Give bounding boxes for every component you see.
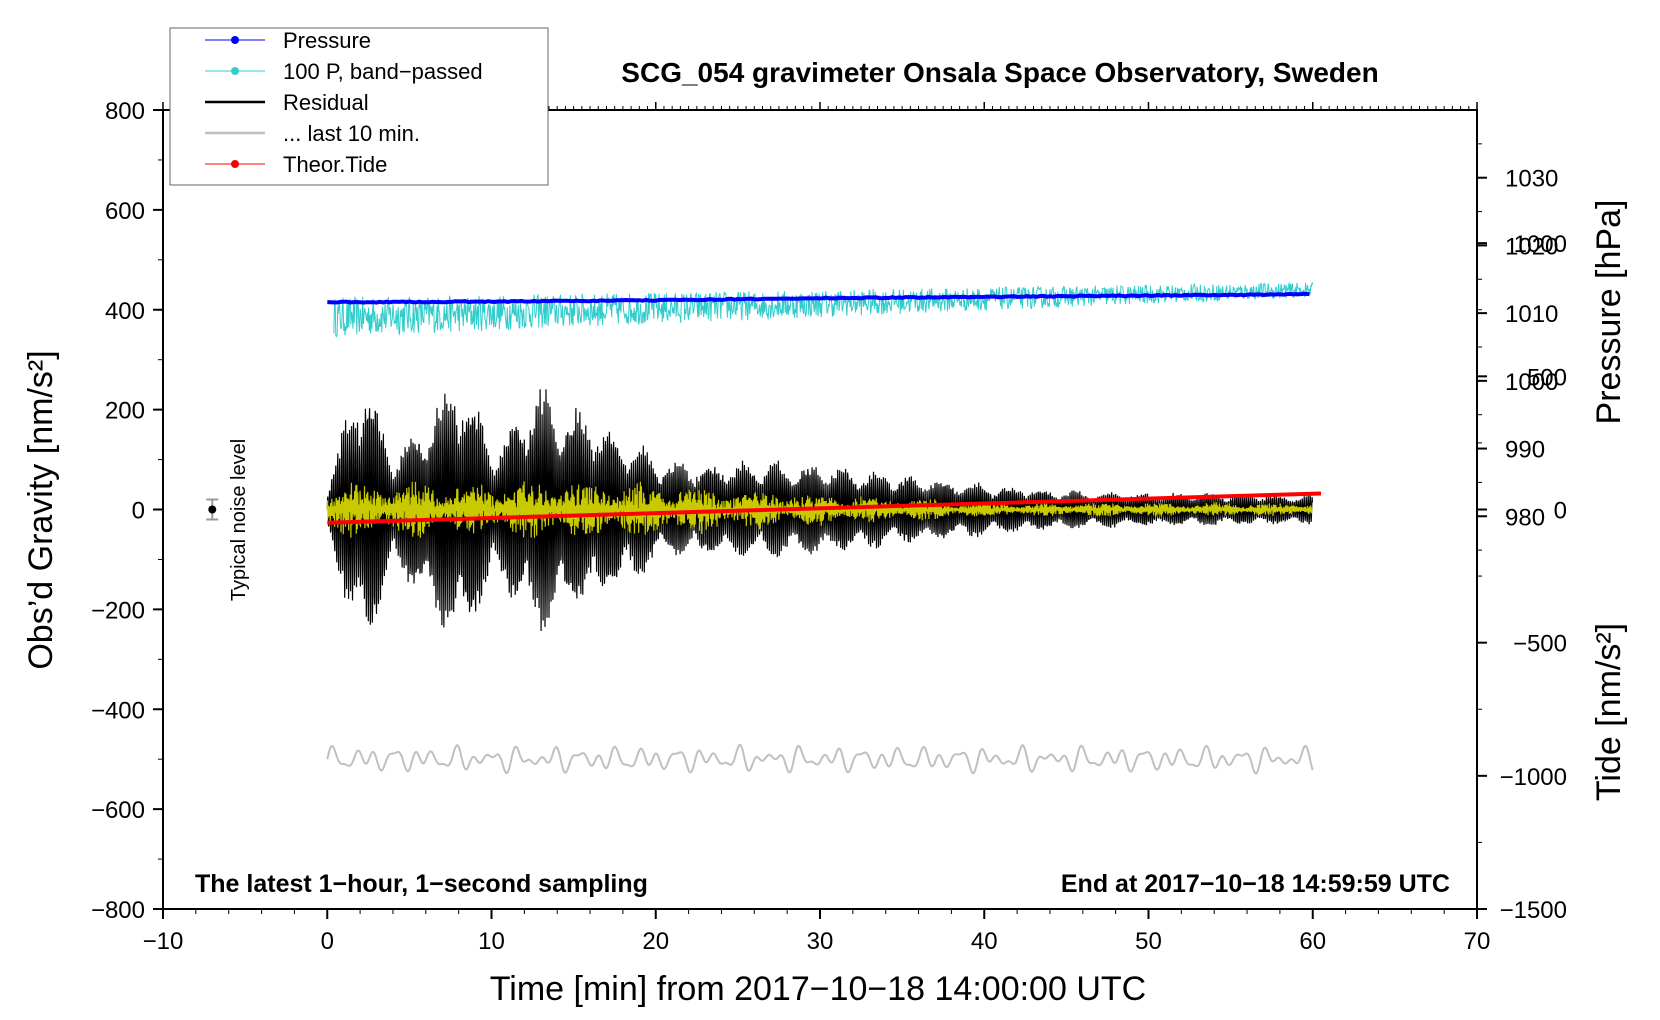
x-tick-label: 50	[1135, 928, 1162, 955]
series-layer	[326, 282, 1322, 775]
tide-tick-label: −500	[1513, 631, 1567, 658]
pressure-tick-label: 1020	[1505, 233, 1558, 260]
x-axis-title: Time [min] from 2017−10−18 14:00:00 UTC	[490, 970, 1146, 1008]
x-tick-label: −10	[143, 928, 184, 955]
sampling-note: The latest 1−hour, 1−second sampling	[195, 870, 648, 898]
y-tick-label: −800	[91, 897, 145, 924]
tide-tick-label: 500	[1527, 364, 1567, 391]
x-tick-label: 30	[807, 928, 834, 955]
y-tick-label: −200	[91, 597, 145, 624]
series-band-passed-pressure	[333, 282, 1314, 338]
legend-marker	[231, 160, 239, 168]
y-axis-title-tide: Tide [nm/s²]	[1590, 623, 1628, 801]
x-tick-label: 20	[642, 928, 669, 955]
noise-point	[208, 505, 217, 514]
legend-label: Pressure	[283, 28, 371, 53]
x-tick-label: 40	[971, 928, 998, 955]
pressure-tick-label: 990	[1505, 437, 1545, 464]
y-axis-ticks: 800 600 400 200 0 −200 −400 −600 −800	[91, 98, 163, 924]
x-tick-label: 60	[1299, 928, 1326, 955]
pressure-tick-label: 1000	[1505, 369, 1558, 396]
series-pressure	[327, 291, 1310, 305]
y-axis-title-pressure: Pressure [hPa]	[1590, 200, 1628, 425]
y-tick-label: −400	[91, 697, 145, 724]
pressure-tick-label: 1030	[1505, 166, 1558, 193]
legend: Pressure 100 P, band−passed Residual ... la…	[169, 27, 549, 186]
noise-marker	[206, 498, 219, 521]
y-tick-label: −600	[91, 797, 145, 824]
legend-marker	[231, 67, 239, 75]
y-tick-label: 600	[105, 198, 145, 225]
x-tick-label: 0	[321, 928, 334, 955]
x-tick-label: 10	[478, 928, 505, 955]
legend-box	[169, 27, 549, 186]
x-axis-ticks: −10 0 10 20 30 40 50 60 70	[143, 102, 1491, 955]
tide-tick-label: 1000	[1514, 231, 1567, 258]
series-theor-tide	[327, 491, 1322, 525]
chart-title: SCG_054 gravimeter Onsala Space Observat…	[621, 57, 1378, 88]
legend-label: ... last 10 min.	[283, 121, 420, 146]
tide-tick-label: −1500	[1500, 897, 1567, 924]
series-last-10-min	[326, 743, 1314, 775]
noise-level-label: Typical noise level	[228, 439, 250, 601]
legend-label: 100 P, band−passed	[283, 59, 483, 84]
pressure-axis-ticks: 1030 1020 1010 1000 990 980	[1477, 143, 1558, 551]
tide-tick-label: 0	[1554, 498, 1567, 525]
pressure-tick-label: 980	[1505, 504, 1545, 531]
y-tick-label: 800	[105, 98, 145, 125]
y-tick-label: 200	[105, 398, 145, 425]
series-residual	[326, 389, 1313, 632]
legend-label: Residual	[283, 90, 369, 115]
y-axis-title-left: Obs’d Gravity [nm/s²]	[22, 350, 60, 669]
series-noise-band	[326, 481, 1313, 538]
legend-marker	[231, 36, 239, 44]
end-time-note: End at 2017−10−18 14:59:59 UTC	[1061, 870, 1450, 898]
y-tick-label: 400	[105, 298, 145, 325]
x-tick-label: 70	[1464, 928, 1491, 955]
tide-tick-label: −1000	[1500, 764, 1567, 791]
legend-label: Theor.Tide	[283, 152, 387, 177]
y-tick-label: 0	[132, 498, 145, 525]
pressure-tick-label: 1010	[1505, 301, 1558, 328]
